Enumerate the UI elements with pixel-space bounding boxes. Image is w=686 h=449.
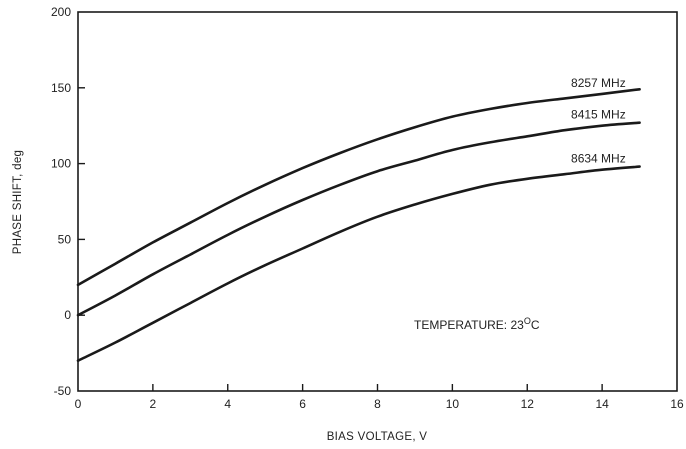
series-line-8415-mhz: [76, 121, 641, 317]
x-tick-label: 2: [150, 397, 157, 411]
x-tick-label: 10: [446, 397, 460, 411]
x-tick-label: 14: [595, 397, 609, 411]
y-tick-label: -50: [54, 384, 72, 398]
x-tick-label: 4: [224, 397, 231, 411]
temperature-annotation-prefix: TEMPERATURE: 23: [414, 318, 524, 332]
x-tick-label: 8: [374, 397, 381, 411]
x-tick-label: 12: [521, 397, 535, 411]
y-tick-label: 200: [51, 5, 71, 19]
plot-frame: [77, 11, 678, 392]
x-axis-ticks: 0 2 4 6 8 10 12 14 16: [75, 384, 684, 411]
temperature-annotation-suffix: C: [531, 318, 540, 332]
x-tick-label: 0: [75, 397, 82, 411]
x-tick-label: 16: [670, 397, 684, 411]
temperature-degree-superscript: O: [524, 316, 531, 326]
x-tick-label: 6: [299, 397, 306, 411]
y-tick-label: 150: [51, 81, 71, 95]
y-axis-label: PHASE SHIFT, deg: [12, 150, 24, 255]
series-line-8257-mhz: [76, 88, 641, 287]
series-curves: [76, 88, 641, 362]
series-line-8634-mhz: [76, 165, 641, 362]
y-tick-label: 100: [51, 157, 71, 171]
y-tick-label: 0: [64, 308, 71, 322]
series-label-8257-mhz: 8257 MHz: [571, 76, 626, 90]
series-label-8634-mhz: 8634 MHz: [571, 152, 626, 166]
y-axis-ticks: -50 0 50 100 150 200: [51, 5, 85, 398]
temperature-annotation: TEMPERATURE: 23OC: [414, 316, 540, 332]
series-labels: 8257 MHz 8415 MHz 8634 MHz: [571, 76, 626, 166]
series-label-8415-mhz: 8415 MHz: [571, 108, 626, 122]
x-axis-label: BIAS VOLTAGE, V: [327, 431, 428, 443]
y-tick-label: 50: [58, 232, 72, 246]
